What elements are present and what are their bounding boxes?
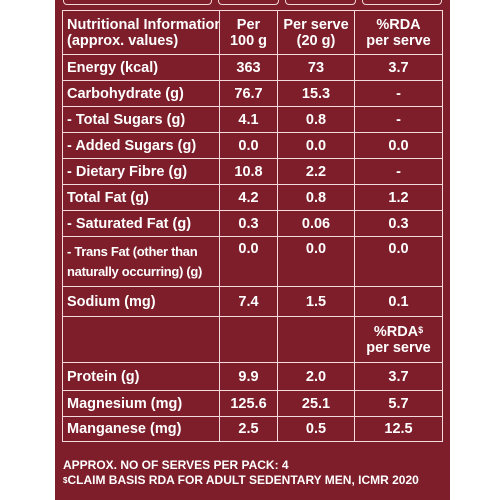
nutrient-name: - Saturated Fat (g) — [62, 210, 220, 237]
value-per-100g: 7.4 — [219, 286, 278, 317]
value-rda: 5.7 — [354, 390, 443, 417]
value-rda: 0.3 — [354, 210, 443, 237]
nutrition-panel: Nutritional Information (approx. values)… — [55, 0, 450, 500]
trans-fat-line2: naturally occurring) (g) — [67, 263, 203, 279]
value-per-100g: 0.3 — [219, 210, 278, 237]
value-per-serve: 2.0 — [277, 362, 355, 391]
empty-cell — [219, 316, 278, 363]
table-row: - Added Sugars (g) 0.0 0.0 0.0 — [62, 132, 443, 159]
value-per-serve: 25.1 — [277, 390, 355, 417]
header-per100-line1: Per — [236, 16, 261, 33]
table-row: - Total Sugars (g) 4.1 0.8 - — [62, 106, 443, 133]
table-row-sodium: Sodium (mg) 7.4 1.5 0.1 — [62, 286, 443, 317]
nutrient-name: Sodium (mg) — [62, 286, 220, 317]
table-row-trans-fat: - Trans Fat (other than naturally occurr… — [62, 236, 443, 287]
top-strip-decoration — [55, 0, 450, 6]
value-per-100g: 4.2 — [219, 184, 278, 211]
nutrient-name: Manganese (mg) — [62, 416, 220, 442]
header-perserve-line2: (20 g) — [296, 32, 336, 49]
table-row: - Saturated Fat (g) 0.3 0.06 0.3 — [62, 210, 443, 237]
table-row: Manganese (mg) 2.5 0.5 12.5 — [62, 416, 443, 442]
value-per-100g: 76.7 — [219, 80, 278, 107]
header-per-serve: Per serve (20 g) — [277, 10, 355, 55]
value-per-serve: 0.0 — [277, 132, 355, 159]
value-rda: 12.5 — [354, 416, 443, 442]
table-row: - Dietary Fibre (g) 10.8 2.2 - — [62, 158, 443, 185]
value-per-100g: 125.6 — [219, 390, 278, 417]
nutrient-name: - Dietary Fibre (g) — [62, 158, 220, 185]
value-rda: 3.7 — [354, 54, 443, 81]
nutrient-name: - Total Sugars (g) — [62, 106, 220, 133]
value-per-serve: 0.8 — [277, 184, 355, 211]
header-name-line2: (approx. values) — [67, 32, 179, 49]
value-per-100g: 10.8 — [219, 158, 278, 185]
nutrient-name: Magnesium (mg) — [62, 390, 220, 417]
header-row: Nutritional Information (approx. values)… — [62, 10, 443, 55]
value-per-serve: 73 — [277, 54, 355, 81]
value-rda: 0.0 — [354, 132, 443, 159]
value-rda: - — [354, 158, 443, 185]
rda-sub-label: %RDA — [373, 323, 419, 340]
value-rda: 3.7 — [354, 362, 443, 391]
value-rda: 1.2 — [354, 184, 443, 211]
trans-fat-line1: - Trans Fat (other than — [67, 243, 198, 259]
nutrient-name: - Added Sugars (g) — [62, 132, 220, 159]
table-row: Carbohydrate (g) 76.7 15.3 - — [62, 80, 443, 107]
value-per-100g: 363 — [219, 54, 278, 81]
nutrient-name: Total Fat (g) — [62, 184, 220, 211]
rda-sub-sup: $ — [418, 324, 424, 335]
header-nutritional-information: Nutritional Information (approx. values) — [62, 10, 220, 55]
value-rda: 0.0 — [354, 236, 443, 287]
value-per-serve: 2.2 — [277, 158, 355, 185]
rda-sub-line1: %RDA$ — [359, 324, 438, 340]
serves-per-pack-note: APPROX. NO OF SERVES PER PACK: 4 — [63, 458, 289, 472]
claim-basis-note: $CLAIM BASIS RDA FOR ADULT SEDENTARY MEN… — [63, 473, 448, 488]
header-name-line1: Nutritional Information — [67, 16, 220, 33]
header-perserve-line1: Per serve — [283, 16, 349, 33]
nutrient-name: Protein (g) — [62, 362, 220, 391]
header-rda-per-serve: %RDA per serve — [354, 10, 443, 55]
table-row: Magnesium (mg) 125.6 25.1 5.7 — [62, 390, 443, 417]
claim-sup: $ — [63, 476, 68, 485]
nutrient-name-trans-fat: - Trans Fat (other than naturally occurr… — [62, 236, 220, 287]
table-row: Protein (g) 9.9 2.0 3.7 — [62, 362, 443, 391]
header-per-100g: Per 100 g — [219, 10, 278, 55]
value-per-100g: 9.9 — [219, 362, 278, 391]
rda-sub-line2: per serve — [366, 339, 431, 356]
claim-text: CLAIM BASIS RDA FOR ADULT SEDENTARY MEN,… — [67, 473, 419, 487]
value-per-100g: 4.1 — [219, 106, 278, 133]
table-row: Energy (kcal) 363 73 3.7 — [62, 54, 443, 81]
table-row: Total Fat (g) 4.2 0.8 1.2 — [62, 184, 443, 211]
footer-notes: APPROX. NO OF SERVES PER PACK: 4 $CLAIM … — [63, 458, 448, 488]
value-per-serve: 15.3 — [277, 80, 355, 107]
value-rda: - — [354, 106, 443, 133]
header-rda-line2: per serve — [366, 32, 431, 49]
value-per-serve: 0.5 — [277, 416, 355, 442]
value-per-100g: 2.5 — [219, 416, 278, 442]
rda-sub-header-row: %RDA$ per serve — [62, 316, 443, 363]
empty-cell — [277, 316, 355, 363]
value-per-100g: 0.0 — [219, 236, 278, 287]
value-per-100g: 0.0 — [219, 132, 278, 159]
value-per-serve: 0.0 — [277, 236, 355, 287]
value-rda: - — [354, 80, 443, 107]
empty-cell — [62, 316, 220, 363]
header-rda-line1: %RDA — [376, 16, 421, 33]
nutrient-name: Carbohydrate (g) — [62, 80, 220, 107]
value-per-serve: 0.8 — [277, 106, 355, 133]
nutrient-name: Energy (kcal) — [62, 54, 220, 81]
nutrition-table: Nutritional Information (approx. values)… — [62, 10, 443, 442]
value-rda: 0.1 — [354, 286, 443, 317]
value-per-serve: 0.06 — [277, 210, 355, 237]
rda-sub-header: %RDA$ per serve — [354, 316, 443, 363]
header-per100-line2: 100 g — [229, 32, 268, 49]
value-per-serve: 1.5 — [277, 286, 355, 317]
